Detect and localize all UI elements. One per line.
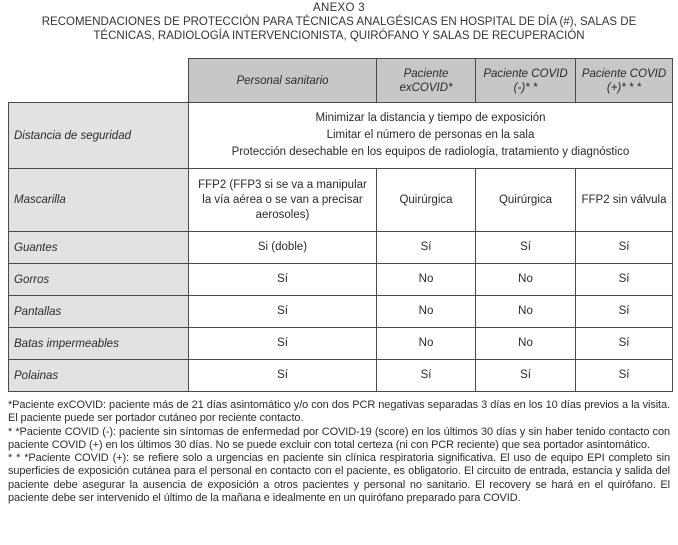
cell-gorros-covid-positivo: Sí: [575, 263, 673, 296]
cell-batas-excovid: No: [376, 327, 476, 360]
column-header-paciente-covid-negativo: Paciente COVID (-)* *: [475, 58, 576, 103]
table-row-mascarilla: Mascarilla FFP2 (FFP3 si se va a manipul…: [8, 168, 673, 232]
cell-mascarilla-covid-negativo: Quirúrgica: [475, 168, 576, 232]
footnotes: *Paciente exCOVID: paciente más de 21 dí…: [8, 399, 670, 505]
table-row-polainas: Polainas Sí Sí Sí Sí: [8, 359, 673, 392]
distancia-line-1: Minimizar la distancia y tiempo de expos…: [315, 112, 546, 124]
row-label-distancia-de-seguridad: Distancia de seguridad: [8, 102, 189, 169]
table-row-pantallas: Pantallas Sí No No Sí: [8, 295, 673, 328]
cell-pantallas-covid-negativo: No: [475, 295, 576, 328]
footnote-paciente-covid-positivo: * * *Paciente COVID (+): se refiere solo…: [8, 452, 670, 505]
cell-gorros-covid-negativo: No: [475, 263, 576, 296]
cell-pantallas-covid-positivo: Sí: [575, 295, 673, 328]
cell-mascarilla-personal: FFP2 (FFP3 si se va a manipular la vía a…: [188, 168, 377, 232]
cell-pantallas-personal: Sí: [188, 295, 377, 328]
cell-batas-covid-negativo: No: [475, 327, 576, 360]
annex-heading: ANEXO 3: [313, 2, 365, 14]
cell-pantallas-excovid: No: [376, 295, 476, 328]
table-row-distancia: Distancia de seguridad Minimizar la dist…: [8, 102, 673, 169]
cell-guantes-personal: Si (doble): [188, 231, 377, 264]
column-header-personal-sanitario: Personal sanitario: [188, 58, 377, 103]
row-label-guantes: Guantes: [8, 231, 189, 264]
corner-cell: [8, 58, 189, 103]
cell-mascarilla-covid-positivo: FFP2 sin válvula: [575, 168, 673, 232]
column-header-paciente-excovid: Paciente exCOVID*: [376, 58, 476, 103]
table-row-batas: Batas impermeables Sí No No Sí: [8, 327, 673, 360]
cell-polainas-covid-positivo: Sí: [575, 359, 673, 392]
cell-polainas-personal: Sí: [188, 359, 377, 392]
cell-mascarilla-excovid: Quirúrgica: [376, 168, 476, 232]
cell-batas-covid-positivo: Sí: [575, 327, 673, 360]
row-label-polainas: Polainas: [8, 359, 189, 392]
footnote-paciente-excovid: *Paciente exCOVID: paciente más de 21 dí…: [8, 399, 670, 425]
cell-gorros-excovid: No: [376, 263, 476, 296]
row-label-batas-impermeables: Batas impermeables: [8, 327, 189, 360]
distancia-line-3: Protección desechable en los equipos de …: [231, 146, 630, 158]
column-header-paciente-covid-positivo: Paciente COVID (+)* * *: [575, 58, 673, 103]
cell-batas-personal: Sí: [188, 327, 377, 360]
recommendations-table: Personal sanitario Paciente exCOVID* Pac…: [8, 58, 673, 392]
cell-guantes-covid-positivo: Sí: [575, 231, 673, 264]
cell-guantes-covid-negativo: Sí: [475, 231, 576, 264]
cell-polainas-excovid: Sí: [376, 359, 476, 392]
document-title: RECOMENDACIONES DE PROTECCIÓN PARA TÉCNI…: [41, 16, 637, 42]
distancia-line-2: Limitar el número de personas en la sala: [326, 129, 535, 141]
cell-gorros-personal: Sí: [188, 263, 377, 296]
distancia-merged-cell: Minimizar la distancia y tiempo de expos…: [188, 102, 673, 169]
footnote-paciente-covid-negativo: * *Paciente COVID (-): paciente sin sínt…: [8, 425, 670, 451]
table-header-row: Personal sanitario Paciente exCOVID* Pac…: [8, 58, 673, 103]
cell-polainas-covid-negativo: Sí: [475, 359, 576, 392]
table-row-guantes: Guantes Si (doble) Sí Sí Sí: [8, 231, 673, 264]
row-label-pantallas: Pantallas: [8, 295, 189, 328]
table-row-gorros: Gorros Sí No No Sí: [8, 263, 673, 296]
row-label-mascarilla: Mascarilla: [8, 168, 189, 232]
cell-guantes-excovid: Sí: [376, 231, 476, 264]
row-label-gorros: Gorros: [8, 263, 189, 296]
